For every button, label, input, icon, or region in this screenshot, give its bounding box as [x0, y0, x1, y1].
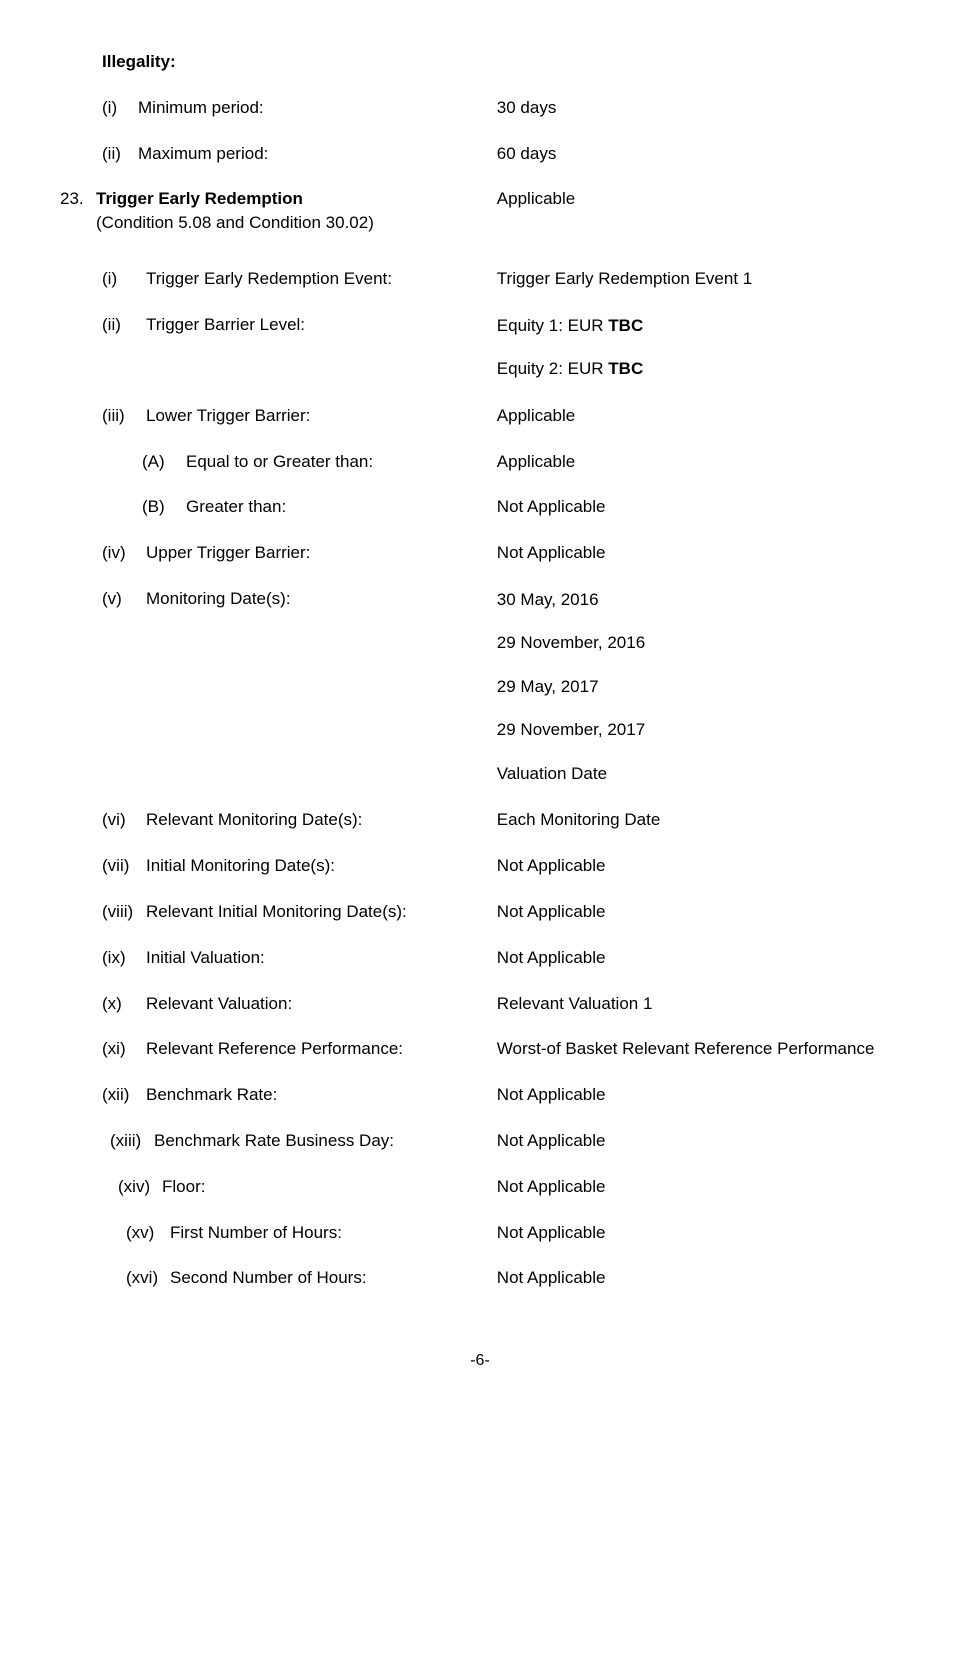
- marker: (xii): [102, 1083, 146, 1107]
- label: Initial Valuation:: [146, 948, 265, 967]
- item-title: Trigger Early Redemption: [96, 189, 303, 208]
- label: Second Number of Hours:: [170, 1268, 367, 1287]
- value-1: 30 May, 2016: [497, 587, 900, 613]
- value-2: Equity 2: EUR TBC: [497, 356, 900, 382]
- label: Upper Trigger Barrier:: [146, 543, 310, 562]
- label: Lower Trigger Barrier:: [146, 406, 310, 425]
- value: 30 days: [497, 96, 900, 120]
- value: Worst-of Basket Relevant Reference Perfo…: [497, 1037, 900, 1061]
- sub-ii-row: (ii)Trigger Barrier Level: Equity 1: EUR…: [60, 313, 900, 382]
- label: Equal to or Greater than:: [186, 452, 373, 471]
- value: Not Applicable: [497, 495, 900, 519]
- value: Applicable: [497, 450, 900, 474]
- marker: (xvi): [126, 1266, 170, 1290]
- sub-xii-row: (xii)Benchmark Rate: Not Applicable: [60, 1083, 900, 1107]
- value: Applicable: [497, 404, 900, 428]
- label: Trigger Barrier Level:: [146, 315, 305, 334]
- value: Not Applicable: [497, 1129, 900, 1153]
- sub-xv-row: (xv)First Number of Hours: Not Applicabl…: [60, 1221, 900, 1245]
- marker: (xiv): [118, 1175, 162, 1199]
- value: Not Applicable: [497, 900, 900, 924]
- label: Floor:: [162, 1177, 205, 1196]
- marker: (iv): [102, 541, 146, 565]
- sub-xvi-row: (xvi)Second Number of Hours: Not Applica…: [60, 1266, 900, 1290]
- value: Not Applicable: [497, 854, 900, 878]
- value: Each Monitoring Date: [497, 808, 900, 832]
- marker: (v): [102, 587, 146, 611]
- sub-v-row: (v)Monitoring Date(s): 30 May, 2016 29 N…: [60, 587, 900, 787]
- marker: (viii): [102, 900, 146, 924]
- sub-iv-row: (iv)Upper Trigger Barrier: Not Applicabl…: [60, 541, 900, 565]
- label: First Number of Hours:: [170, 1223, 342, 1242]
- sub-xi-row: (xi)Relevant Reference Performance: Wors…: [60, 1037, 900, 1061]
- label: Relevant Valuation:: [146, 994, 292, 1013]
- sub-vii-row: (vii)Initial Monitoring Date(s): Not App…: [60, 854, 900, 878]
- value-5: Valuation Date: [497, 761, 900, 787]
- label: Benchmark Rate Business Day:: [154, 1131, 394, 1150]
- sub-vi-row: (vi)Relevant Monitoring Date(s): Each Mo…: [60, 808, 900, 832]
- sub-x-row: (x)Relevant Valuation: Relevant Valuatio…: [60, 992, 900, 1016]
- marker: (vi): [102, 808, 146, 832]
- label: Initial Monitoring Date(s):: [146, 856, 335, 875]
- value: Not Applicable: [497, 541, 900, 565]
- sub-xiv-row: (xiv)Floor: Not Applicable: [60, 1175, 900, 1199]
- value: Not Applicable: [497, 1221, 900, 1245]
- marker: (ix): [102, 946, 146, 970]
- marker: (A): [142, 450, 186, 474]
- value: Not Applicable: [497, 1083, 900, 1107]
- sub-iii-row: (iii)Lower Trigger Barrier: Applicable: [60, 404, 900, 428]
- marker: (iii): [102, 404, 146, 428]
- value: Not Applicable: [497, 946, 900, 970]
- value-1: Equity 1: EUR TBC: [497, 313, 900, 339]
- value: Applicable: [497, 187, 900, 235]
- value-4: 29 November, 2017: [497, 717, 900, 743]
- marker: (i): [102, 96, 138, 120]
- value: Relevant Valuation 1: [497, 992, 900, 1016]
- marker: (vii): [102, 854, 146, 878]
- item-number: 23.: [60, 187, 96, 211]
- sub-ix-row: (ix)Initial Valuation: Not Applicable: [60, 946, 900, 970]
- sub-iii-a-row: (A)Equal to or Greater than: Applicable: [60, 450, 900, 474]
- sub-i-row: (i)Trigger Early Redemption Event: Trigg…: [60, 267, 900, 291]
- value: Not Applicable: [497, 1266, 900, 1290]
- item-23-row: 23.Trigger Early Redemption (Condition 5.…: [60, 187, 900, 235]
- illegality-max-period-row: (ii)Maximum period: 60 days: [60, 142, 900, 166]
- label: Maximum period:: [138, 144, 268, 163]
- marker: (xi): [102, 1037, 146, 1061]
- sub-xiii-row: (xiii)Benchmark Rate Business Day: Not A…: [60, 1129, 900, 1153]
- illegality-heading: Illegality:: [60, 50, 900, 74]
- marker: (B): [142, 495, 186, 519]
- marker: (xv): [126, 1221, 170, 1245]
- value: Not Applicable: [497, 1175, 900, 1199]
- value: Trigger Early Redemption Event 1: [497, 267, 900, 291]
- value-2: 29 November, 2016: [497, 630, 900, 656]
- sub-iii-b-row: (B)Greater than: Not Applicable: [60, 495, 900, 519]
- label: Trigger Early Redemption Event:: [146, 269, 392, 288]
- label: Relevant Initial Monitoring Date(s):: [146, 902, 407, 921]
- illegality-heading-text: Illegality: [102, 52, 170, 71]
- label: Monitoring Date(s):: [146, 589, 291, 608]
- marker: (xiii): [110, 1129, 154, 1153]
- label: Minimum period:: [138, 98, 264, 117]
- label: Relevant Monitoring Date(s):: [146, 810, 362, 829]
- page-number: -6-: [60, 1350, 900, 1372]
- item-condition: (Condition 5.08 and Condition 30.02): [96, 213, 374, 232]
- marker: (x): [102, 992, 146, 1016]
- illegality-min-period-row: (i)Minimum period: 30 days: [60, 96, 900, 120]
- label: Relevant Reference Performance:: [146, 1039, 403, 1058]
- marker: (i): [102, 267, 146, 291]
- value-3: 29 May, 2017: [497, 674, 900, 700]
- value: 60 days: [497, 142, 900, 166]
- label: Greater than:: [186, 497, 286, 516]
- label: Benchmark Rate:: [146, 1085, 277, 1104]
- sub-viii-row: (viii)Relevant Initial Monitoring Date(s…: [60, 900, 900, 924]
- marker: (ii): [102, 313, 146, 337]
- marker: (ii): [102, 142, 138, 166]
